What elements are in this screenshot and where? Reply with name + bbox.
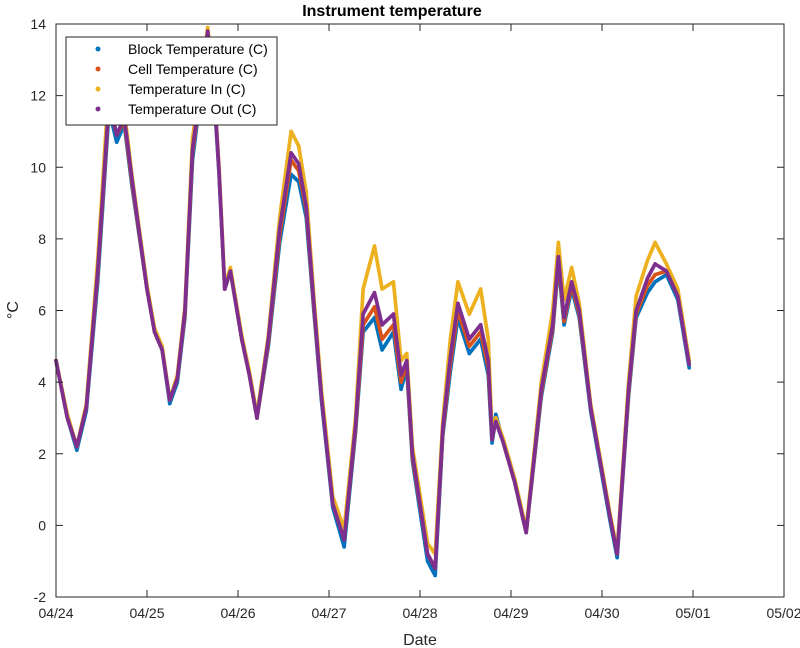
data-point [687,365,692,370]
chart-title: Instrument temperature [302,3,482,20]
series-points-layer [54,25,692,578]
